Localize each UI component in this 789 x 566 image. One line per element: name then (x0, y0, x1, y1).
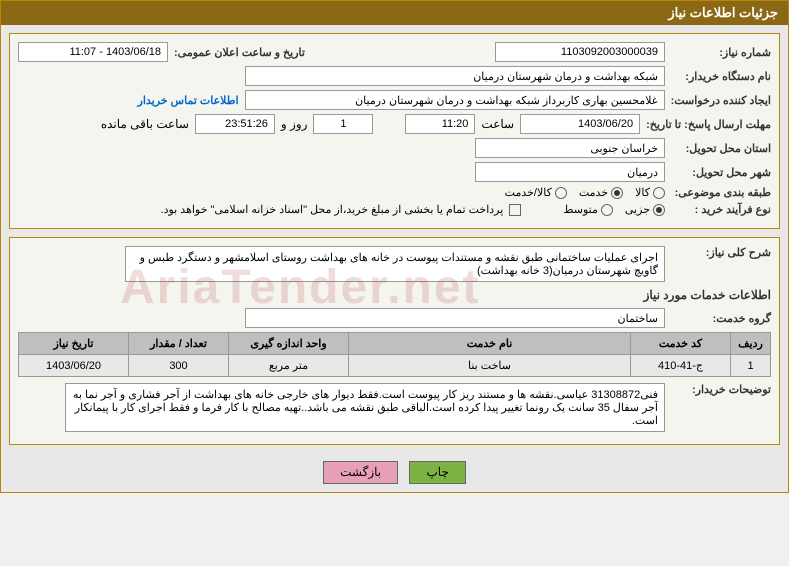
subject-field: اجرای عملیات ساختمانی طبق نقشه و مستندات… (125, 246, 665, 282)
cell-date: 1403/06/20 (19, 355, 129, 377)
main-panel: جزئیات اطلاعات نیاز شماره نیاز: 11030920… (0, 0, 789, 493)
desc-field: فنی31308872 عیاسی.نقشه ها و مستند ریز کا… (65, 383, 665, 432)
payment-note: پرداخت تمام یا بخشی از مبلغ خرید،از محل … (161, 203, 504, 216)
radio-goods[interactable]: کالا (635, 186, 665, 199)
category-label: طبقه بندی موضوعی: (671, 186, 771, 199)
province-label: استان محل تحویل: (671, 142, 771, 155)
cell-qty: 300 (129, 355, 229, 377)
radio-medium[interactable]: متوسط (563, 203, 613, 216)
th-code: کد خدمت (631, 333, 731, 355)
back-button[interactable]: بازگشت (323, 461, 398, 484)
cell-num: 1 (731, 355, 771, 377)
radio-both[interactable]: کالا/خدمت (505, 186, 567, 199)
contact-link[interactable]: اطلاعات تماس خریدار (138, 94, 239, 107)
payment-checkbox[interactable] (509, 204, 521, 216)
desc-label: توضیحات خریدار: (671, 383, 771, 396)
need-section: شرح کلی نیاز: اجرای عملیات ساختمانی طبق … (9, 237, 780, 445)
th-date: تاریخ نیاز (19, 333, 129, 355)
subject-label: شرح کلی نیاز: (671, 246, 771, 259)
need-number-field: 1103092003000039 (495, 42, 665, 62)
services-table: ردیف کد خدمت نام خدمت واحد اندازه گیری ت… (18, 332, 771, 377)
process-radio-group: جزیی متوسط (563, 203, 665, 216)
category-radio-group: کالا خدمت کالا/خدمت (505, 186, 665, 199)
print-button[interactable]: چاپ (409, 461, 465, 484)
table-row: 1 ج-41-410 ساخت بنا متر مربع 300 1403/06… (19, 355, 771, 377)
th-row: ردیف (731, 333, 771, 355)
buyer-org-field: شبکه بهداشت و درمان شهرستان درمیان (245, 66, 665, 86)
form-section: شماره نیاز: 1103092003000039 تاریخ و ساع… (9, 33, 780, 229)
days-label: روز و (281, 117, 308, 131)
deadline-label: مهلت ارسال پاسخ: تا تاریخ: (646, 118, 771, 131)
remaining-label: ساعت باقی مانده (101, 117, 189, 131)
group-label: گروه خدمت: (671, 312, 771, 325)
announce-date-field: 1403/06/18 - 11:07 (18, 42, 168, 62)
requester-field: غلامحسین بهاری کاربرداز شبکه بهداشت و در… (245, 90, 665, 110)
city-label: شهر محل تحویل: (671, 166, 771, 179)
deadline-date-field: 1403/06/20 (520, 114, 640, 134)
deadline-time-field: 11:20 (405, 114, 475, 134)
services-title: اطلاعات خدمات مورد نیاز (18, 288, 771, 302)
city-field: درمیان (475, 162, 665, 182)
days-field: 1 (313, 114, 373, 134)
requester-label: ایجاد کننده درخواست: (671, 94, 771, 107)
time-label: ساعت (481, 117, 514, 131)
th-qty: تعداد / مقدار (129, 333, 229, 355)
process-label: نوع فرآیند خرید : (671, 203, 771, 216)
th-unit: واحد اندازه گیری (229, 333, 349, 355)
radio-service[interactable]: خدمت (579, 186, 623, 199)
button-row: چاپ بازگشت (1, 453, 788, 492)
cell-code: ج-41-410 (631, 355, 731, 377)
radio-minor[interactable]: جزیی (625, 203, 665, 216)
province-field: خراسان جنوبی (475, 138, 665, 158)
countdown-field: 23:51:26 (195, 114, 275, 134)
cell-unit: متر مربع (229, 355, 349, 377)
group-field: ساختمان (245, 308, 665, 328)
cell-name: ساخت بنا (349, 355, 631, 377)
panel-title: جزئیات اطلاعات نیاز (1, 1, 788, 25)
buyer-org-label: نام دستگاه خریدار: (671, 70, 771, 83)
th-name: نام خدمت (349, 333, 631, 355)
announce-date-label: تاریخ و ساعت اعلان عمومی: (174, 46, 305, 59)
need-number-label: شماره نیاز: (671, 46, 771, 59)
